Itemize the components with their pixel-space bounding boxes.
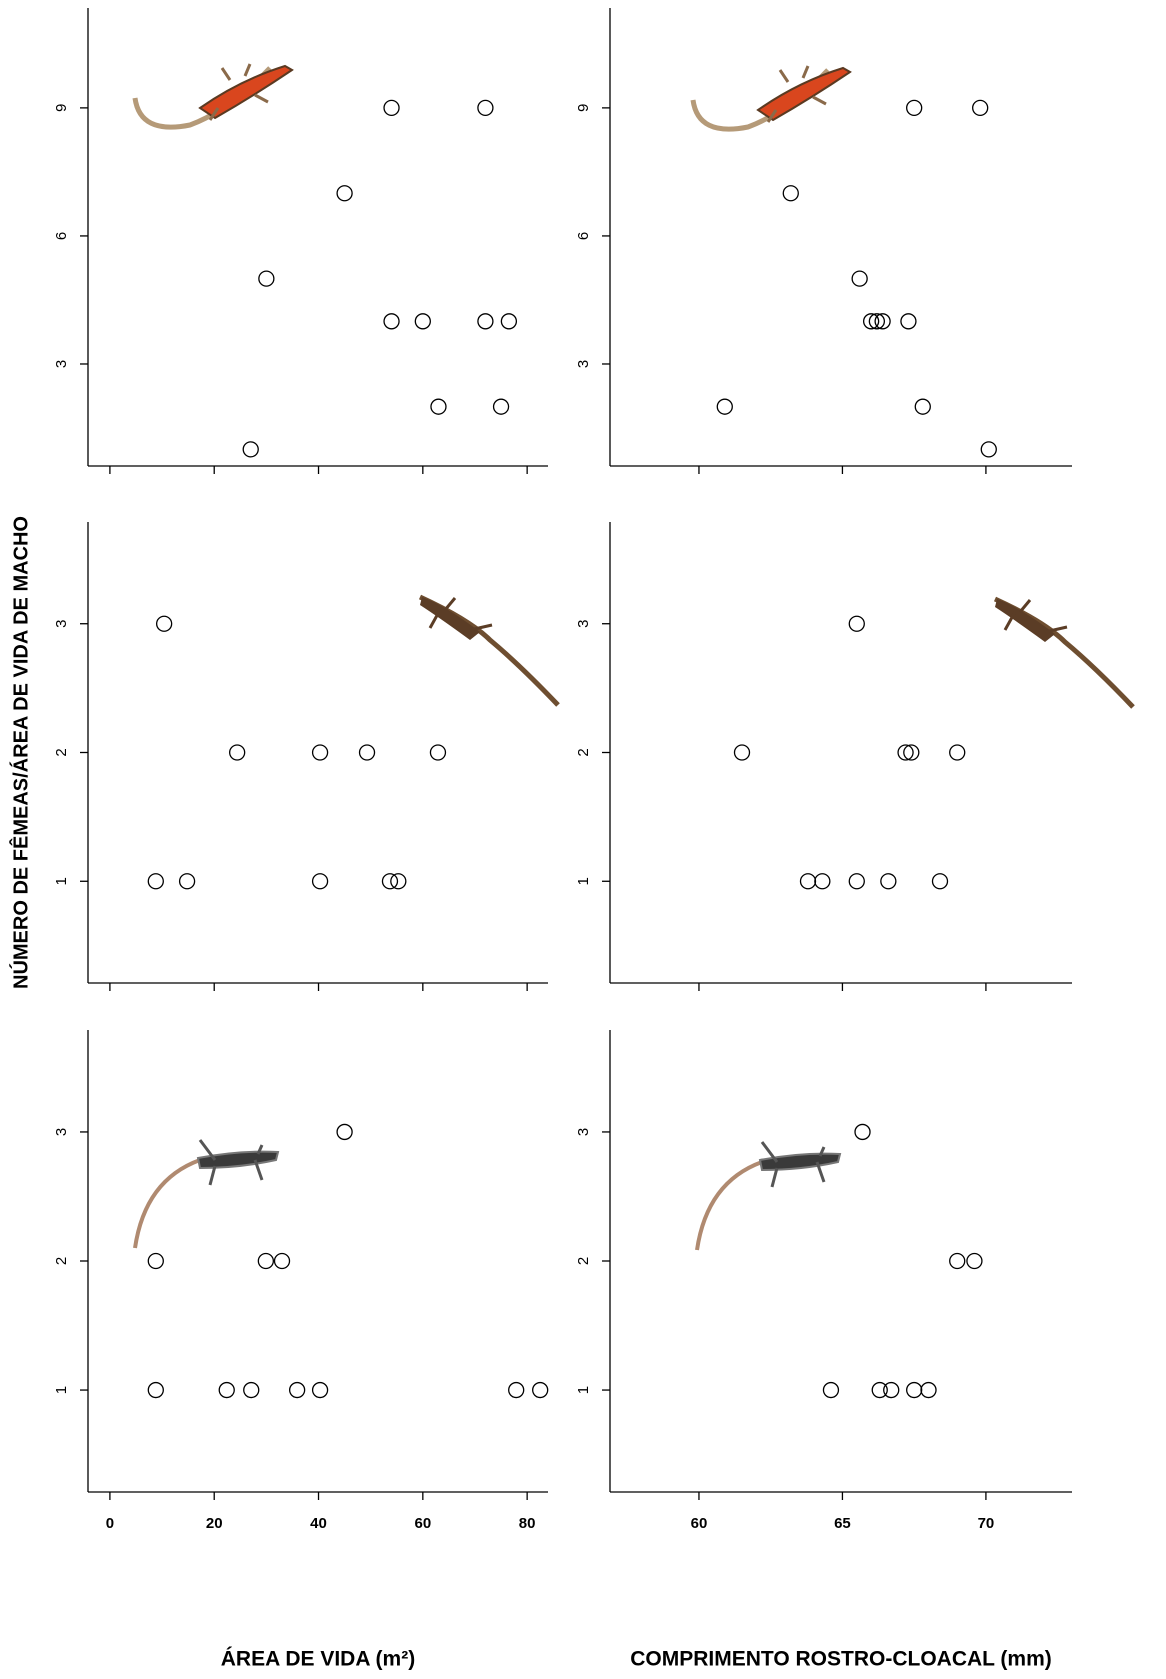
point [950, 745, 965, 760]
x-tick-label: 40 [310, 1515, 327, 1532]
point [933, 874, 948, 889]
point [430, 745, 445, 760]
point [901, 314, 916, 329]
y-tick-label: 6 [53, 232, 70, 240]
page: 369369123NÚMERO DE FÊMEAS/ÁREA DE VIDA D… [0, 0, 1166, 1679]
point [313, 745, 328, 760]
point [360, 745, 375, 760]
point [157, 616, 172, 631]
point [823, 1383, 838, 1398]
point [735, 745, 750, 760]
y-tick-label: 3 [53, 1128, 70, 1136]
y-tick-label: 3 [575, 1128, 592, 1136]
point [921, 1383, 936, 1398]
point [881, 874, 896, 889]
point [259, 271, 274, 286]
point [950, 1254, 965, 1269]
point [313, 874, 328, 889]
point [478, 100, 493, 115]
point [801, 874, 816, 889]
point [230, 745, 245, 760]
point [244, 1383, 259, 1398]
point [815, 874, 830, 889]
y-tick-label: 1 [575, 1386, 592, 1394]
point [148, 874, 163, 889]
point [275, 1254, 290, 1269]
point [915, 399, 930, 414]
point [219, 1383, 234, 1398]
y-tick-label: 3 [53, 620, 70, 628]
point [533, 1383, 548, 1398]
point [313, 1383, 328, 1398]
point [384, 314, 399, 329]
point [973, 100, 988, 115]
point [290, 1383, 305, 1398]
lizard-brown [995, 599, 1133, 707]
point [981, 442, 996, 457]
y-tick-label: 2 [53, 1257, 70, 1265]
y-tick-label: 2 [575, 748, 592, 756]
point [148, 1254, 163, 1269]
lizard-orange [693, 66, 850, 129]
point [849, 616, 864, 631]
point [907, 1383, 922, 1398]
y-tick-label: 1 [53, 1386, 70, 1394]
y-tick-label: 9 [575, 104, 592, 112]
point [501, 314, 516, 329]
x-axis-title: ÁREA DE VIDA (m²) [221, 1648, 415, 1671]
x-tick-label: 20 [206, 1515, 223, 1532]
lizard-gray [697, 1142, 840, 1250]
point [391, 874, 406, 889]
point [258, 1254, 273, 1269]
y-tick-label: 2 [53, 748, 70, 756]
figure: 369369123NÚMERO DE FÊMEAS/ÁREA DE VIDA D… [0, 0, 1166, 1679]
point [382, 874, 397, 889]
y-tick-label: 6 [575, 232, 592, 240]
x-tick-label: 0 [106, 1515, 114, 1532]
point [478, 314, 493, 329]
x-tick-label: 70 [978, 1515, 995, 1532]
point [180, 874, 195, 889]
point [431, 399, 446, 414]
y-tick-label: 3 [575, 620, 592, 628]
lizard-orange [135, 64, 292, 127]
point [337, 186, 352, 201]
point [783, 186, 798, 201]
x-axis-title: COMPRIMENTO ROSTRO-CLOACAL (mm) [630, 1648, 1052, 1671]
x-tick-label: 60 [414, 1515, 431, 1532]
point [337, 1124, 352, 1139]
point [415, 314, 430, 329]
point [384, 100, 399, 115]
point [967, 1254, 982, 1269]
lizard-gray [135, 1140, 278, 1248]
point [852, 271, 867, 286]
y-tick-label: 2 [575, 1257, 592, 1265]
x-tick-label: 60 [691, 1515, 708, 1532]
point [717, 399, 732, 414]
point [849, 874, 864, 889]
y-tick-label: 3 [53, 360, 70, 368]
y-axis-title: NÚMERO DE FÊMEAS/ÁREA DE VIDA DE MACHO [8, 516, 32, 989]
point [884, 1383, 899, 1398]
point [855, 1124, 870, 1139]
y-tick-label: 9 [53, 104, 70, 112]
x-tick-label: 65 [834, 1515, 851, 1532]
point [243, 442, 258, 457]
point [494, 399, 509, 414]
point [509, 1383, 524, 1398]
lizard-brown [420, 597, 558, 705]
y-tick-label: 1 [575, 877, 592, 885]
y-tick-label: 3 [575, 360, 592, 368]
point [907, 100, 922, 115]
point [148, 1383, 163, 1398]
y-tick-label: 1 [53, 877, 70, 885]
x-tick-label: 80 [519, 1515, 536, 1532]
